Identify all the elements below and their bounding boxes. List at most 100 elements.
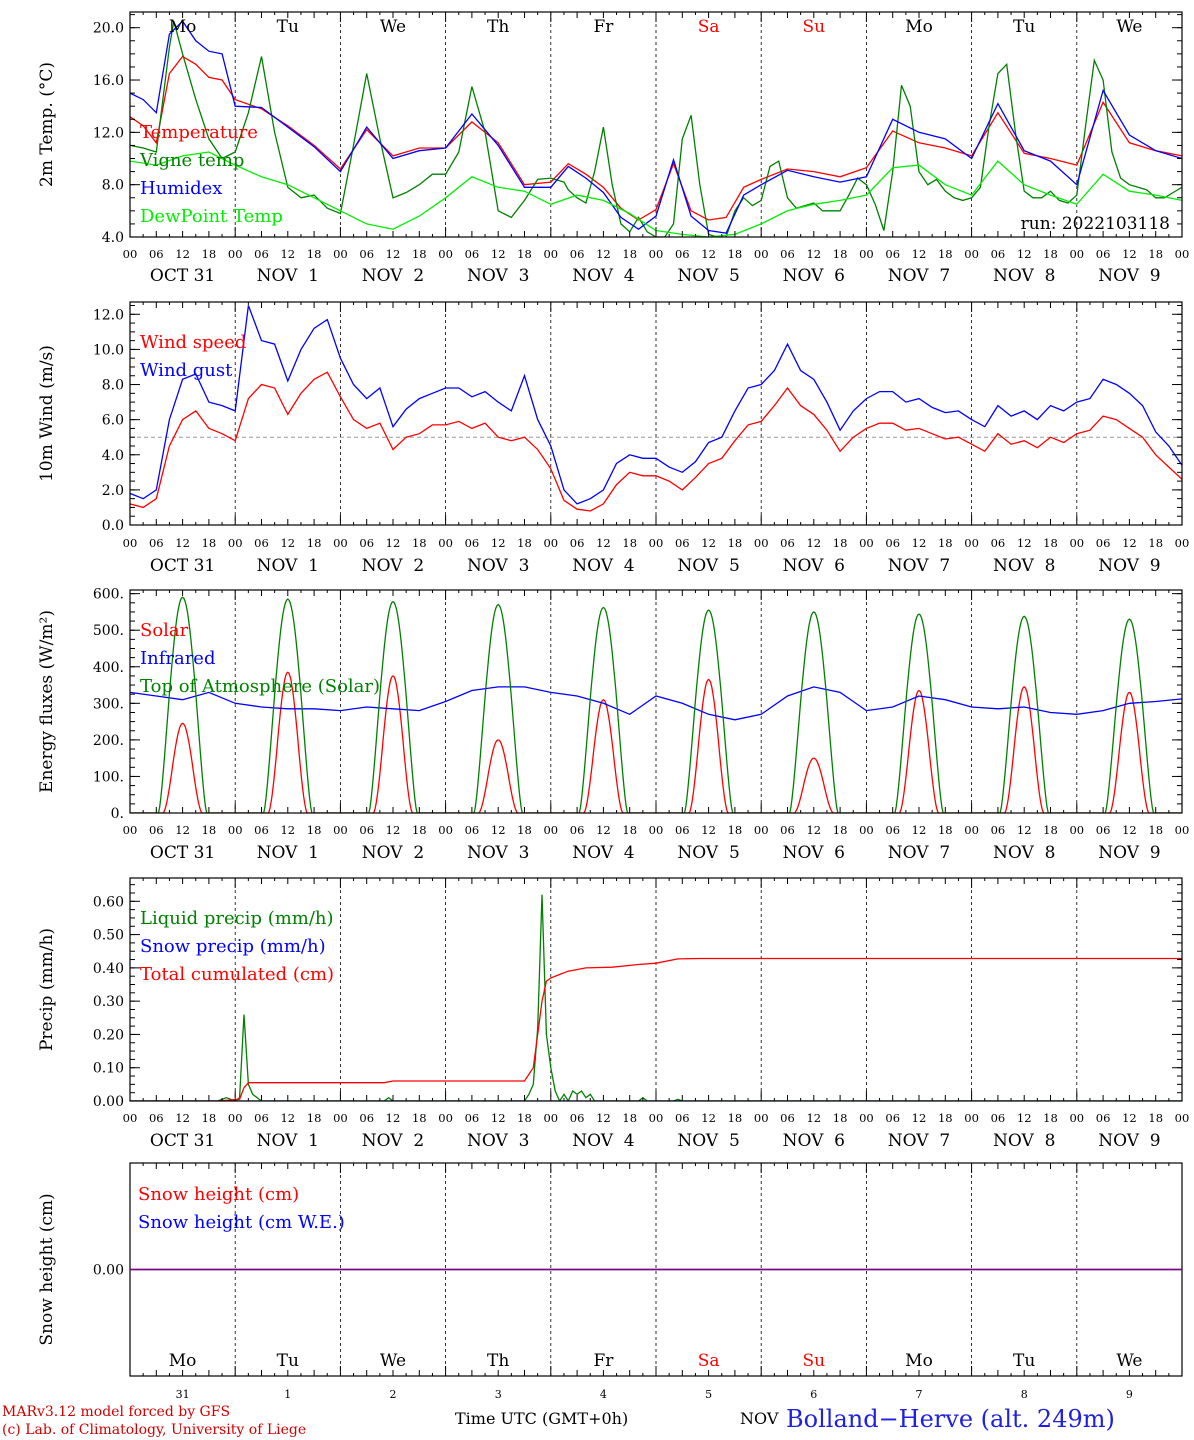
date-label: NOV 3 — [467, 843, 529, 863]
series-line-1-2 — [130, 21, 1182, 237]
hour-tick-label: 18 — [307, 536, 322, 550]
hour-tick-label: 00 — [333, 247, 348, 261]
hour-tick-label: 12 — [175, 1111, 190, 1125]
hour-tick-label: 06 — [570, 1111, 585, 1125]
hour-tick-label: 06 — [465, 823, 480, 837]
y-tick-label: 2.0 — [102, 483, 124, 499]
date-label: NOV 7 — [888, 1131, 950, 1151]
hour-tick-label: 00 — [123, 1111, 138, 1125]
hour-tick-label: 12 — [701, 1111, 716, 1125]
hour-tick-label: 00 — [228, 823, 243, 837]
legend-entry: Wind gust — [140, 360, 233, 381]
hour-tick-label: 00 — [649, 1111, 664, 1125]
hour-tick-label: 00 — [333, 1111, 348, 1125]
y-axis-label: 2m Temp. (°C) — [37, 62, 57, 187]
hour-tick-label: 00 — [754, 823, 769, 837]
hour-tick-label: 00 — [1175, 536, 1190, 550]
legend-entry: Top of Atmosphere (Solar) — [140, 676, 380, 697]
series-group — [130, 596, 1182, 813]
hour-tick-label: 18 — [728, 1111, 743, 1125]
y-tick-label: 300. — [93, 696, 124, 712]
hour-tick-label: 18 — [517, 823, 532, 837]
y-tick-label: 200. — [93, 733, 124, 749]
hour-tick-label: 00 — [333, 823, 348, 837]
date-label: NOV 7 — [888, 266, 950, 286]
hour-tick-label: 00 — [438, 823, 453, 837]
hour-tick-label: 06 — [359, 823, 374, 837]
y-tick-label: 0.00 — [93, 1263, 124, 1279]
hour-tick-label: 12 — [701, 536, 716, 550]
panel-4: 0.00 0.10 0.20 0.30 0.40 0.50 0.60 Precip (mm/h… — [37, 877, 1189, 1151]
hour-tick-label: 00 — [964, 1111, 979, 1125]
date-label: NOV 3 — [467, 1131, 529, 1151]
day-of-week-label: Tu — [1013, 1351, 1035, 1371]
series-line-4-1 — [130, 894, 1182, 1101]
hour-tick-label: 18 — [202, 247, 217, 261]
hour-tick-label: 18 — [938, 1111, 953, 1125]
date-label: OCT 31 — [150, 266, 215, 286]
hour-tick-label: 00 — [438, 536, 453, 550]
day-of-week-label: We — [380, 17, 406, 37]
hour-tick-label: 12 — [491, 536, 506, 550]
series-line-3-1 — [130, 671, 1182, 813]
hour-tick-label: 06 — [991, 536, 1006, 550]
series-line-2-1 — [130, 371, 1182, 512]
hour-tick-label: 18 — [1043, 1111, 1058, 1125]
hour-tick-label: 12 — [386, 536, 401, 550]
hour-tick-label: 06 — [359, 1111, 374, 1125]
date-label: NOV 8 — [993, 843, 1055, 863]
hour-tick-label: 00 — [228, 247, 243, 261]
legend-entry: Vigne temp — [139, 150, 244, 171]
hour-tick-label: 06 — [149, 1111, 164, 1125]
hour-tick-label: 06 — [254, 1111, 269, 1125]
hour-tick-label: 12 — [701, 823, 716, 837]
hour-tick-label: 12 — [806, 823, 821, 837]
hour-tick-label: 12 — [912, 823, 927, 837]
hour-tick-label: 06 — [885, 1111, 900, 1125]
hour-tick-label: 06 — [359, 536, 374, 550]
hour-tick-label: 00 — [964, 247, 979, 261]
panel-1: 4.0 8.0 12.0 16.0 20.0 2m Temp. (°C) 00 06 12 18 0… — [37, 11, 1190, 286]
hour-tick-label: 00 — [1069, 247, 1084, 261]
day-of-week-label: Fr — [593, 1351, 614, 1371]
hour-tick-label: 00 — [543, 1111, 558, 1125]
hour-tick-label: 18 — [833, 823, 848, 837]
hour-tick-label: 06 — [1096, 536, 1111, 550]
hour-tick-label: 06 — [465, 536, 480, 550]
day-of-week-label: Th — [487, 17, 509, 37]
day-number-label: 5 — [705, 1388, 712, 1401]
legend-entry: Solar — [140, 620, 189, 641]
day-number-label: 3 — [495, 1388, 502, 1401]
hour-tick-label: 12 — [386, 823, 401, 837]
hour-tick-label: 06 — [254, 247, 269, 261]
day-of-week-label: We — [1116, 1351, 1142, 1371]
hour-tick-label: 06 — [1096, 1111, 1111, 1125]
y-axis-label: 10m Wind (m/s) — [37, 345, 57, 482]
hour-tick-label: 12 — [386, 1111, 401, 1125]
date-label: NOV 2 — [362, 1131, 424, 1151]
hour-tick-label: 00 — [1175, 247, 1190, 261]
hour-tick-label: 18 — [412, 247, 427, 261]
hour-tick-label: 06 — [570, 247, 585, 261]
date-label: NOV 2 — [362, 556, 424, 576]
series-group — [130, 305, 1182, 512]
day-of-week-label: Th — [487, 1351, 509, 1371]
y-tick-label: 600. — [93, 587, 124, 603]
hour-tick-label: 06 — [254, 536, 269, 550]
hour-tick-label: 18 — [938, 823, 953, 837]
hour-tick-label: 12 — [1122, 823, 1137, 837]
day-of-week-label: Tu — [277, 17, 299, 37]
y-tick-label: 0.20 — [93, 1027, 124, 1043]
date-label: NOV 4 — [572, 266, 634, 286]
hour-tick-label: 00 — [754, 247, 769, 261]
y-tick-label: 16.0 — [93, 73, 124, 89]
hour-tick-label: 06 — [885, 536, 900, 550]
day-of-week-label: We — [380, 1351, 406, 1371]
hour-tick-label: 00 — [228, 1111, 243, 1125]
hour-tick-label: 06 — [885, 247, 900, 261]
hour-tick-label: 00 — [1175, 823, 1190, 837]
hour-tick-label: 06 — [991, 1111, 1006, 1125]
hour-tick-label: 12 — [386, 247, 401, 261]
hour-tick-label: 12 — [1017, 1111, 1032, 1125]
date-label: NOV 5 — [677, 556, 739, 576]
